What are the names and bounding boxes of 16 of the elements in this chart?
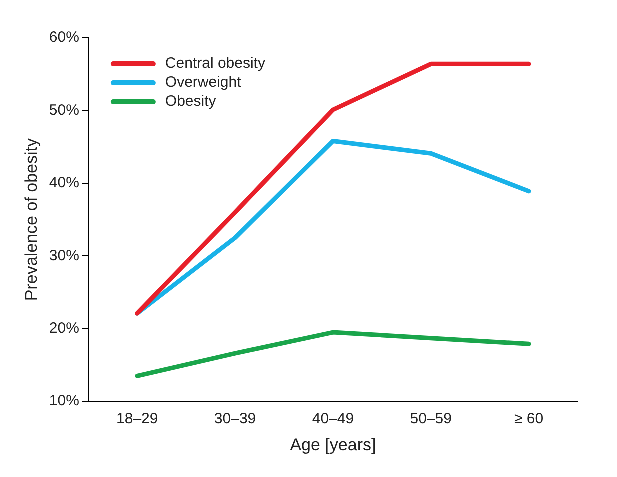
y-tick-label: 60%	[49, 29, 80, 46]
x-tick-label: 18–29	[116, 410, 158, 428]
x-tick-label: 50–59	[410, 410, 452, 428]
x-tick-label: 40–49	[312, 410, 354, 428]
y-axis-title: Prevalence of obesity	[22, 138, 41, 302]
y-tick-label: 20%	[49, 320, 80, 338]
x-tick-label: 30–39	[214, 410, 256, 428]
legend-label: Central obesity	[165, 55, 266, 72]
x-tick-label: ≥ 60	[514, 410, 544, 428]
y-tick-label: 40%	[49, 174, 80, 192]
x-axis-title: Age [years]	[290, 435, 376, 454]
y-tick-label: 30%	[49, 247, 80, 264]
y-tick-label: 10%	[49, 392, 80, 410]
legend-label: Overweight	[165, 74, 242, 92]
y-tick-label: 50%	[49, 102, 80, 119]
legend-label: Obesity	[165, 93, 217, 110]
